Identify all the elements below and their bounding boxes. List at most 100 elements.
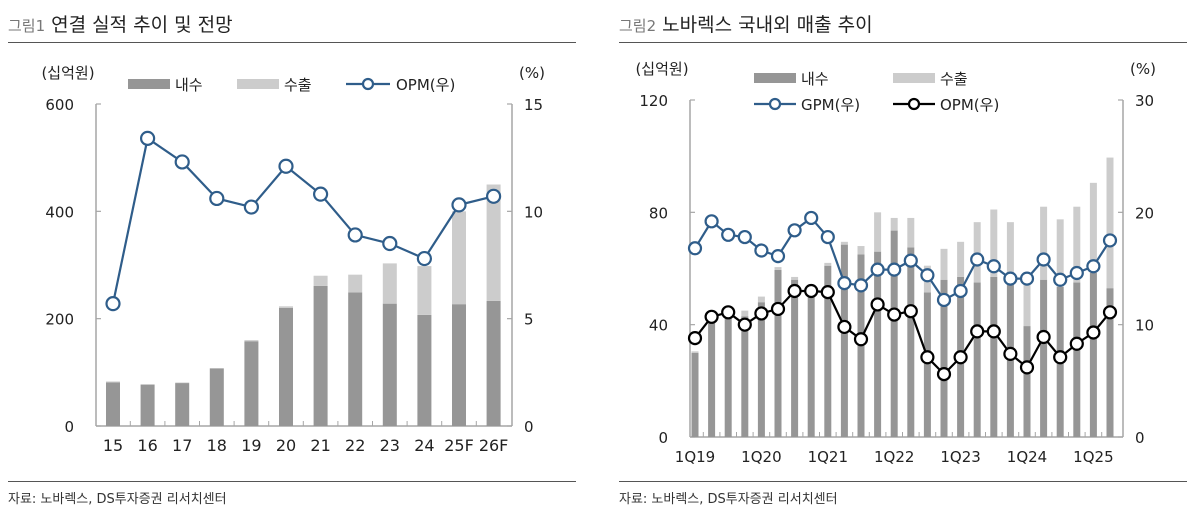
bar-domestic — [106, 382, 120, 426]
opm-marker — [903, 304, 918, 319]
opm-marker — [1086, 325, 1101, 340]
bar-domestic — [1073, 282, 1081, 437]
legend-opm-label: OPM(우) — [396, 76, 455, 94]
opm-marker — [451, 197, 467, 213]
legend-export-swatch — [237, 79, 279, 89]
bar-domestic — [907, 247, 915, 437]
x-tick-label: 19 — [241, 436, 261, 455]
bar-export — [857, 246, 865, 255]
bar-export — [741, 310, 749, 317]
bar-export — [957, 241, 965, 277]
figure-1-top-rule — [8, 42, 576, 43]
bar-domestic — [1106, 288, 1114, 437]
opm-marker — [382, 235, 398, 252]
opm-marker — [853, 332, 869, 347]
bar-domestic — [452, 304, 466, 426]
legend-gpm-label: GPM(우) — [801, 96, 860, 114]
opm-marker — [1003, 346, 1018, 361]
left-y-axis-label: (십억원) — [635, 60, 688, 78]
bar-domestic — [313, 285, 328, 426]
left-y-tick-label: 0 — [658, 429, 668, 447]
bar-domestic — [874, 251, 882, 437]
bar-export — [209, 368, 224, 369]
figure-2-panel: 그림2 노바렉스 국내외 매출 추이 0 40 80 120 0 10 20 30 (십억원) (%… — [611, 0, 1189, 520]
bar-export — [973, 222, 981, 283]
opm-marker — [313, 186, 329, 202]
left-y-tick-label: 600 — [45, 96, 74, 114]
opm-marker — [970, 324, 985, 339]
bar-export — [907, 217, 915, 248]
x-tick-label: 25F — [444, 436, 474, 455]
right-y-tick-label: 0 — [1135, 429, 1145, 447]
gpm-marker — [770, 249, 786, 264]
opm-marker — [1053, 350, 1068, 365]
bar-domestic — [990, 276, 998, 437]
opm-marker — [140, 130, 156, 146]
legend-domestic-label: 내수 — [801, 70, 829, 88]
bar-export — [1106, 157, 1114, 289]
right-y-tick-label: 15 — [524, 96, 543, 114]
left-y-tick-label: 200 — [45, 311, 74, 329]
gpm-marker — [1069, 265, 1084, 281]
opm-marker — [787, 283, 802, 299]
gpm-marker — [1053, 272, 1068, 287]
gpm-marker — [970, 252, 985, 267]
opm-marker — [1069, 336, 1084, 351]
opm-marker — [1036, 329, 1051, 345]
opm-marker — [820, 284, 835, 300]
gpm-marker — [820, 229, 835, 245]
x-tick-label: 15 — [103, 436, 123, 455]
opm-marker — [704, 309, 719, 324]
bar-domestic — [1040, 279, 1048, 437]
gpm-marker — [887, 262, 902, 277]
bar-export — [313, 275, 328, 286]
x-tick-label: 1Q21 — [808, 448, 848, 466]
gpm-marker — [1036, 252, 1051, 267]
gpm-marker — [804, 210, 819, 226]
x-tick-label: 26F — [479, 436, 509, 455]
x-tick-label: 18 — [207, 436, 227, 455]
bar-export — [791, 276, 799, 280]
figure-1-bottom-rule — [8, 481, 576, 482]
legend-gpm-marker — [768, 97, 782, 111]
opm-marker — [278, 158, 294, 174]
opm-marker — [953, 350, 968, 365]
legend-opm-marker — [361, 77, 375, 91]
legend-opm-label: OPM(우) — [940, 96, 999, 114]
figure-2-title: 그림2 노바렉스 국내외 매출 추이 — [619, 10, 873, 37]
bar-domestic — [973, 282, 981, 437]
bar-domestic — [279, 307, 293, 426]
bar-export — [1089, 182, 1097, 273]
figure-2-title-text: 노바렉스 국내외 매출 추이 — [662, 14, 873, 36]
opm-marker — [936, 366, 952, 382]
gpm-marker — [704, 214, 719, 229]
gpm-marker — [1003, 271, 1018, 286]
left-y-tick-label: 80 — [649, 204, 668, 222]
bar-domestic — [824, 265, 832, 437]
bar-export — [1056, 219, 1064, 287]
gpm-marker — [787, 223, 802, 238]
opm-marker — [1102, 305, 1118, 320]
bar-domestic — [244, 341, 259, 426]
gpm-marker — [837, 276, 852, 291]
bar-export — [890, 217, 898, 231]
gpm-marker — [953, 283, 968, 299]
right-y-axis-label: (%) — [519, 64, 545, 82]
figure-2-number: 그림2 — [619, 17, 657, 35]
bar-export — [140, 384, 155, 385]
legend-export-swatch — [893, 73, 935, 83]
figure-1-title-text: 연결 실적 추이 및 전망 — [51, 14, 233, 36]
right-y-tick-label: 10 — [524, 203, 543, 221]
opm-marker — [721, 305, 736, 320]
bar-domestic — [774, 269, 782, 437]
bar-export — [840, 241, 848, 245]
bar-domestic — [348, 292, 363, 426]
legend-domestic-swatch — [754, 73, 796, 83]
opm-marker — [737, 317, 752, 332]
opm-marker — [837, 319, 852, 335]
bar-export — [774, 267, 782, 270]
bar-export — [1040, 206, 1048, 280]
figure-1-source: 자료: 노바렉스, DS투자증권 리서치센터 — [8, 492, 227, 507]
bar-domestic — [209, 368, 224, 426]
gpm-marker — [1019, 271, 1035, 286]
